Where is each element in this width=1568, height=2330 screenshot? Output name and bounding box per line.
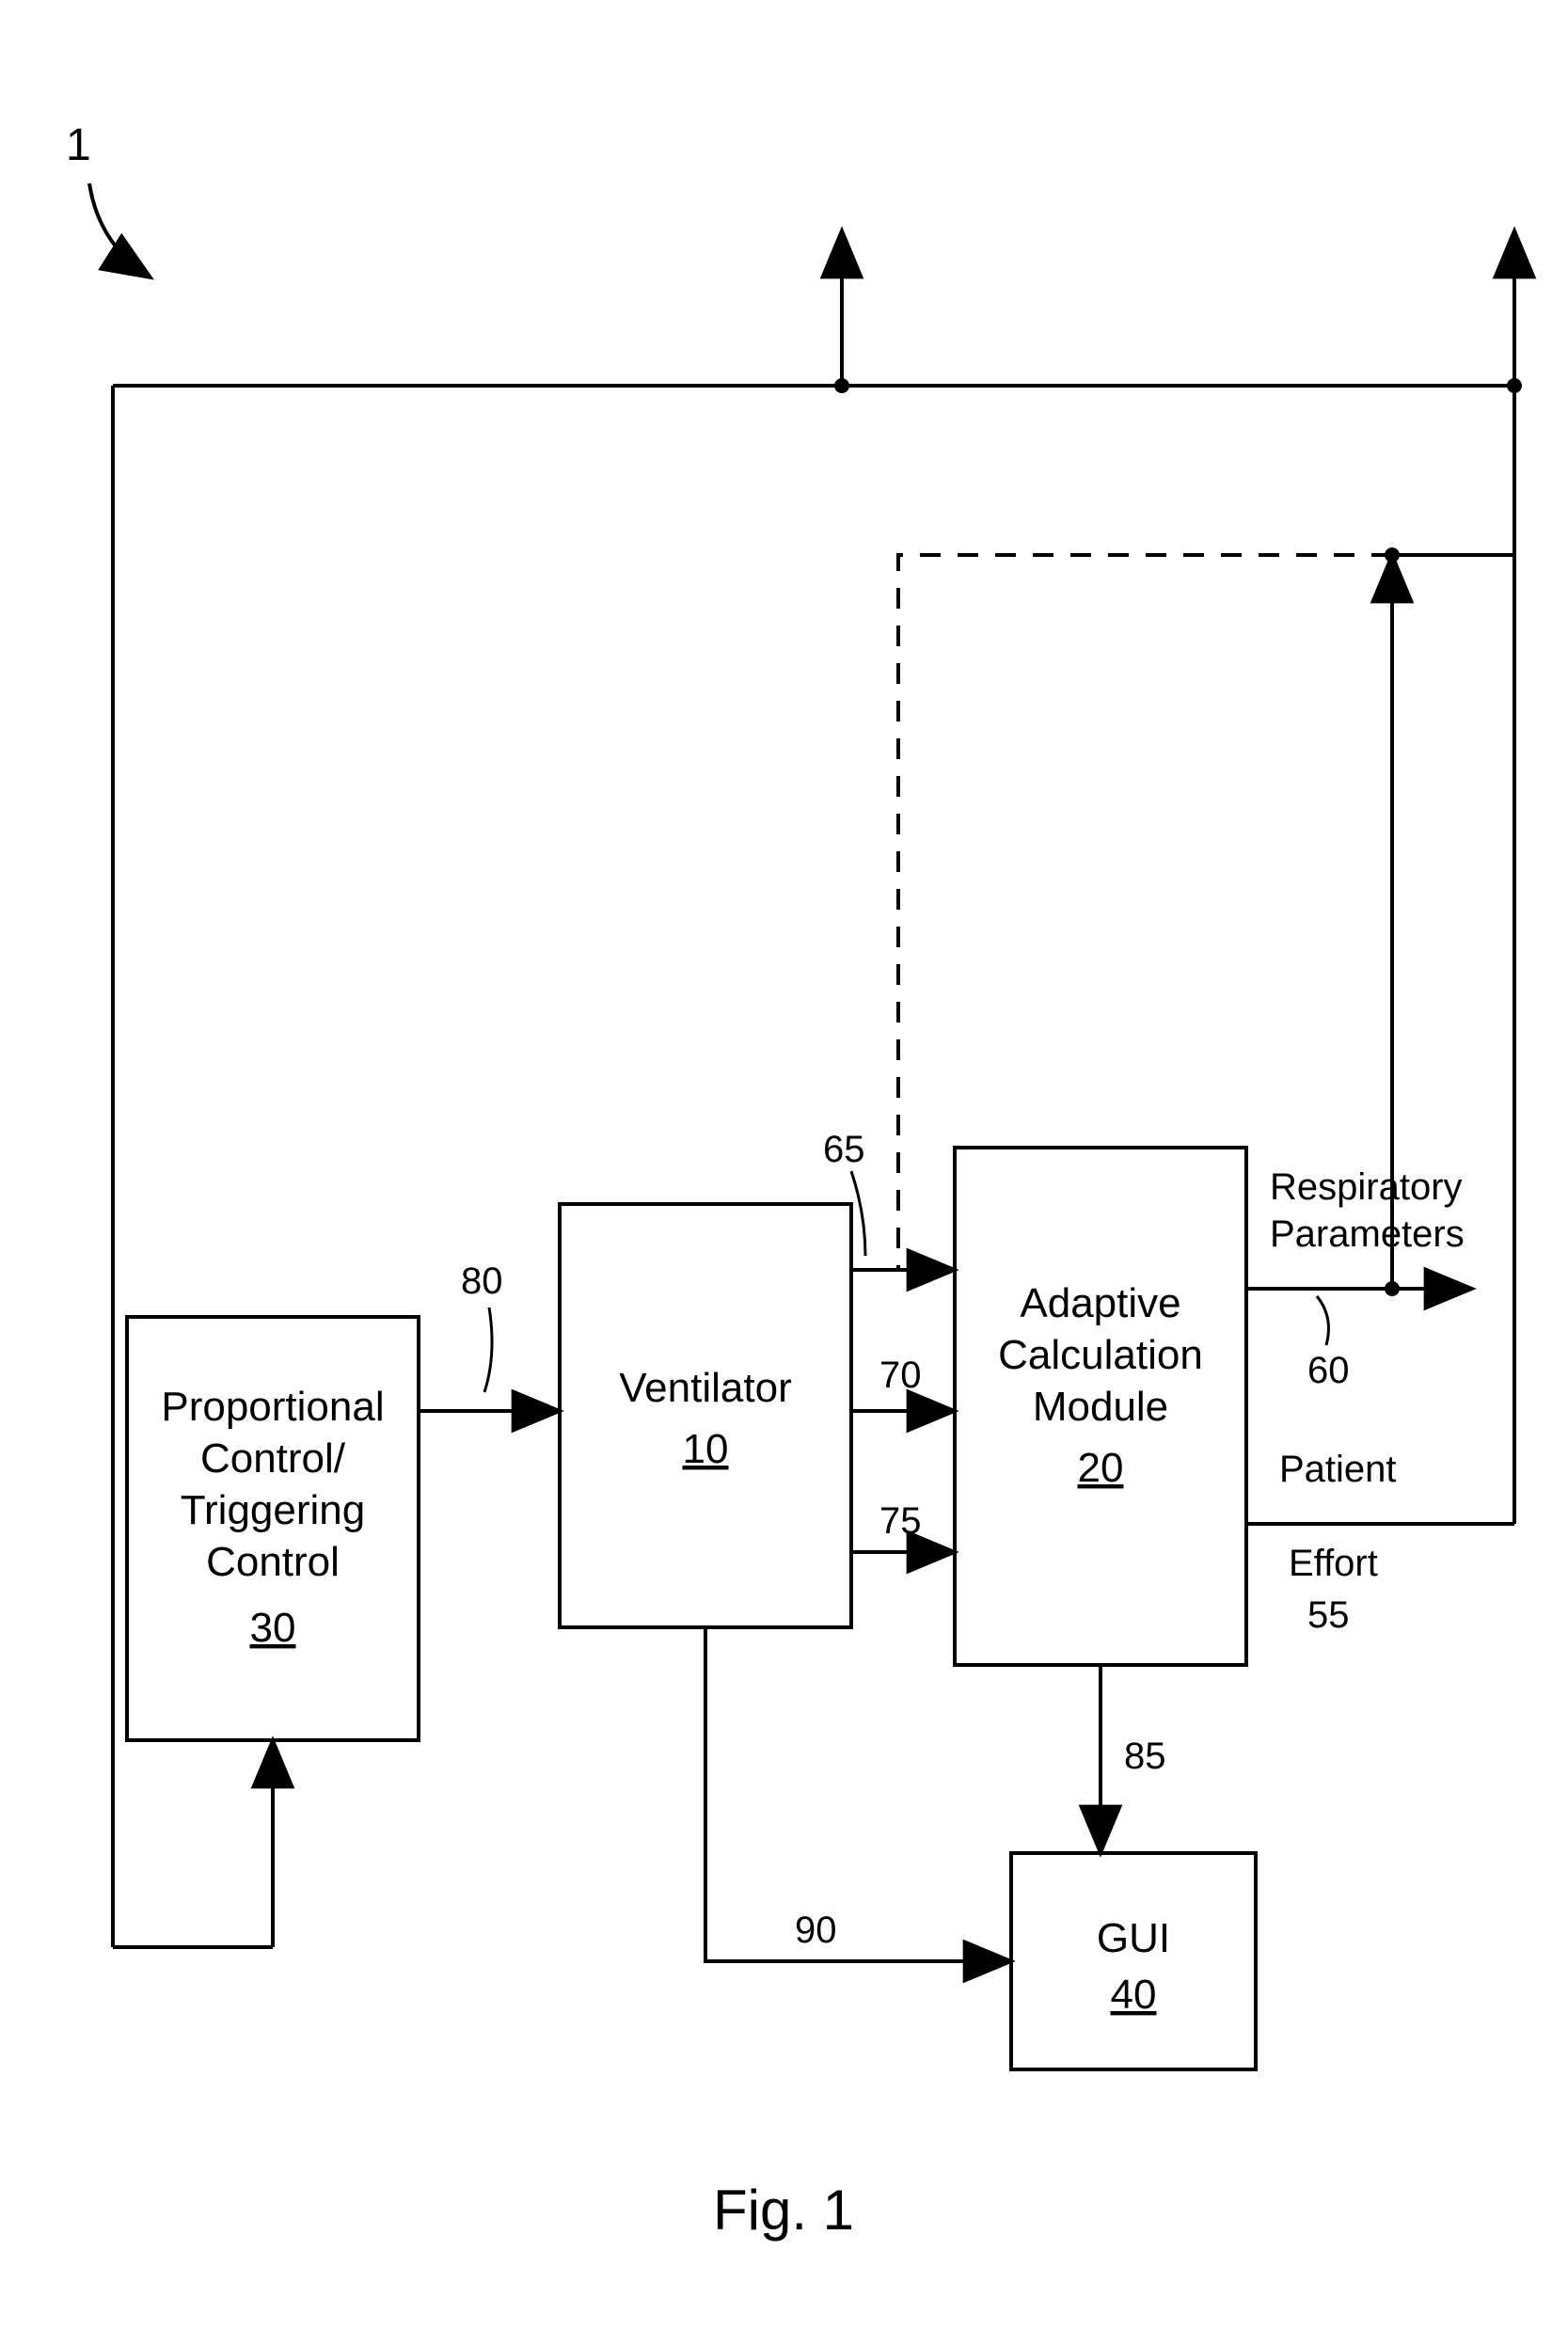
- adaptive-line2: Calculation: [998, 1332, 1203, 1378]
- adaptive-module-node: Adaptive Calculation Module 20: [955, 1148, 1246, 1665]
- proportional-control-node: Proportional Control/ Triggering Control…: [127, 1317, 419, 1740]
- adaptive-line1: Adaptive: [1020, 1280, 1180, 1326]
- edge-75-label: 75: [879, 1500, 922, 1542]
- proportional-line2: Control/: [200, 1435, 346, 1482]
- edge-90: [705, 1627, 1011, 1961]
- proportional-line1: Proportional: [161, 1384, 384, 1430]
- edge-65-label: 65: [823, 1129, 865, 1170]
- gui-node: GUI 40: [1011, 1853, 1256, 2069]
- proportional-line4: Control: [206, 1539, 340, 1585]
- adaptive-line3: Module: [1033, 1384, 1168, 1430]
- ventilator-node: Ventilator 10: [560, 1204, 851, 1627]
- edge-85-label: 85: [1124, 1736, 1166, 1777]
- patient-effort-2: Effort: [1289, 1543, 1378, 1584]
- resp-params-2: Parameters: [1270, 1213, 1465, 1255]
- system-label: 1: [66, 120, 91, 170]
- edge-80-label: 80: [461, 1260, 503, 1302]
- gui-line1: GUI: [1097, 1915, 1170, 1961]
- edge-55-label: 55: [1307, 1594, 1350, 1636]
- proportional-line3: Triggering: [181, 1487, 365, 1533]
- system-label-pointer: [89, 183, 150, 277]
- ventilator-ref: 10: [683, 1426, 729, 1472]
- edge-65-callout: [851, 1171, 865, 1256]
- proportional-ref: 30: [250, 1605, 296, 1651]
- edge-60-callout: [1317, 1296, 1328, 1345]
- ventilator-line1: Ventilator: [619, 1365, 791, 1411]
- edge-60-label: 60: [1307, 1350, 1350, 1391]
- figure-caption: Fig. 1: [713, 2179, 854, 2242]
- edge-90-label: 90: [795, 1910, 837, 1951]
- patient-effort-1: Patient: [1279, 1449, 1397, 1490]
- edge-80-callout: [484, 1308, 492, 1392]
- resp-params-1: Respiratory: [1270, 1166, 1463, 1208]
- gui-ref: 40: [1111, 1972, 1157, 2018]
- edge-70-label: 70: [879, 1355, 922, 1396]
- adaptive-ref: 20: [1078, 1445, 1124, 1491]
- diagram-canvas: 1 Proportional Control/ Triggering Contr…: [0, 0, 1568, 2330]
